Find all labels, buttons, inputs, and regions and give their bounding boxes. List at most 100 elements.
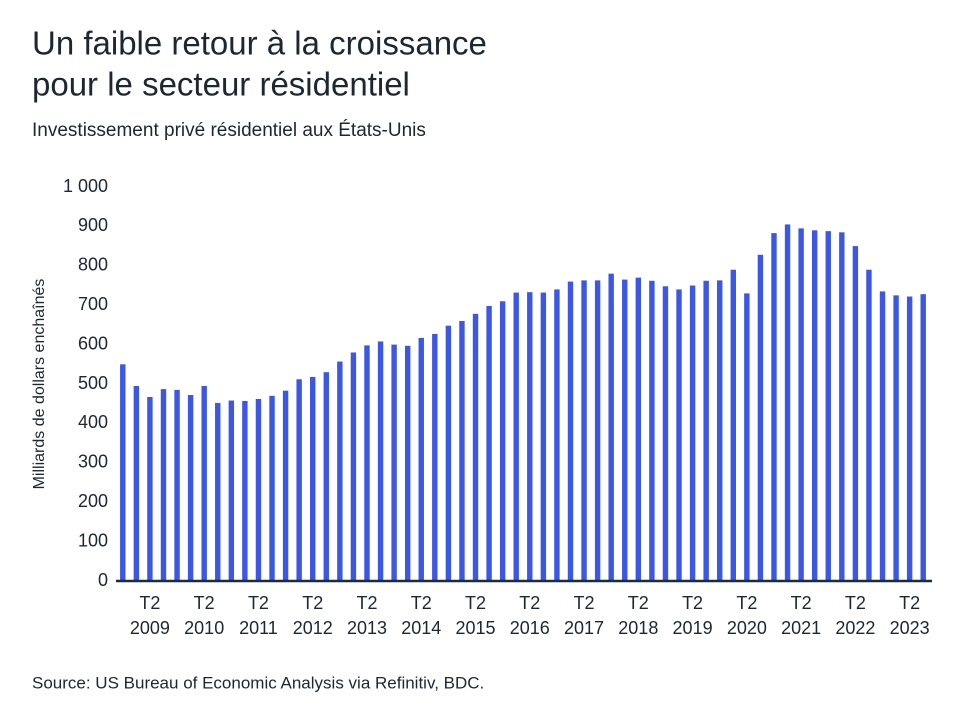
bar (255, 398, 262, 581)
x-tick-year: 2016 (510, 618, 550, 638)
bar (418, 337, 424, 581)
x-tick-label: T2 (519, 593, 540, 613)
x-tick-label: T2 (411, 593, 432, 613)
x-tick-label: T2 (791, 593, 812, 613)
bar (906, 296, 913, 581)
bar (527, 292, 533, 581)
bar (771, 233, 777, 581)
chart-title: pour le secteur résidentiel (32, 66, 410, 103)
bar (513, 292, 519, 581)
bar (201, 385, 207, 581)
x-tick-year: 2019 (673, 618, 713, 638)
y-tick-label: 200 (78, 491, 108, 511)
x-tick-year: 2015 (455, 618, 495, 638)
x-tick-label: T2 (465, 593, 486, 613)
x-tick-year: 2014 (401, 618, 441, 638)
x-tick-label: T2 (194, 593, 215, 613)
bar (703, 280, 709, 581)
bar (445, 325, 452, 581)
bar (337, 361, 343, 581)
y-tick-label: 600 (78, 333, 108, 353)
bar (404, 345, 411, 581)
bar (676, 289, 682, 581)
x-tick-label: T2 (139, 593, 160, 613)
bar (120, 364, 126, 581)
bar (811, 230, 818, 581)
bar (744, 293, 750, 581)
bar (825, 231, 831, 582)
y-tick-label: 0 (98, 570, 108, 590)
x-tick-year: 2021 (781, 618, 821, 638)
y-tick-label: 300 (78, 452, 108, 472)
source-note: Source: US Bureau of Economic Analysis v… (32, 673, 484, 692)
bar (608, 273, 614, 581)
bar (594, 280, 601, 581)
bar (499, 301, 506, 581)
bar (310, 376, 316, 581)
x-tick-year: 2013 (347, 618, 387, 638)
y-tick-label: 800 (78, 255, 108, 275)
bar (798, 228, 804, 581)
bar (784, 224, 791, 581)
bar (391, 344, 397, 581)
y-tick-label: 100 (78, 530, 108, 550)
y-axis-label: Milliards de dollars enchaînés (31, 279, 48, 490)
bar (364, 345, 370, 581)
bar (174, 389, 180, 581)
x-tick-label: T2 (356, 593, 377, 613)
bar (581, 280, 587, 581)
chart-subtitle: Investissement privé résidentiel aux Éta… (32, 120, 426, 141)
bar (472, 313, 479, 581)
bar (866, 269, 872, 581)
bar (133, 385, 140, 581)
x-tick-year: 2017 (564, 618, 604, 638)
bar (377, 341, 384, 581)
x-tick-label: T2 (248, 593, 269, 613)
y-tick-label: 1 000 (63, 176, 108, 196)
bar (540, 292, 547, 581)
x-tick-label: T2 (302, 593, 323, 613)
bar (554, 289, 560, 581)
bar (622, 279, 628, 581)
x-tick-year: 2011 (239, 618, 278, 638)
bar (649, 280, 655, 581)
bar (662, 286, 669, 581)
x-tick-label: T2 (628, 593, 649, 613)
x-tick-year: 2022 (835, 618, 875, 638)
bar (160, 389, 167, 581)
bar (215, 402, 221, 581)
bar (689, 285, 696, 581)
bar (228, 400, 235, 581)
bar (567, 281, 574, 581)
x-tick-label: T2 (736, 593, 757, 613)
x-tick-year: 2012 (293, 618, 333, 638)
bar (893, 295, 899, 581)
bar (730, 269, 736, 581)
y-tick-label: 500 (78, 373, 108, 393)
x-tick-year: 2020 (727, 618, 767, 638)
bar (282, 390, 289, 581)
bar (432, 333, 438, 581)
x-tick-year: 2010 (184, 618, 224, 638)
bar (839, 232, 845, 581)
bar (323, 372, 329, 581)
bar (852, 246, 859, 581)
bar (717, 280, 723, 581)
bar (879, 291, 886, 581)
bar (147, 397, 153, 581)
x-tick-label: T2 (682, 593, 703, 613)
x-tick-label: T2 (899, 593, 920, 613)
bar (350, 352, 357, 581)
y-tick-label: 400 (78, 412, 108, 432)
x-tick-label: T2 (574, 593, 595, 613)
bar (757, 254, 764, 581)
bar (459, 320, 465, 581)
y-tick-label: 900 (78, 215, 108, 235)
bar (269, 395, 275, 581)
x-tick-year: 2018 (618, 618, 658, 638)
x-tick-year: 2023 (890, 618, 930, 638)
bar (486, 305, 492, 581)
y-tick-label: 700 (78, 294, 108, 314)
bar (920, 294, 926, 581)
